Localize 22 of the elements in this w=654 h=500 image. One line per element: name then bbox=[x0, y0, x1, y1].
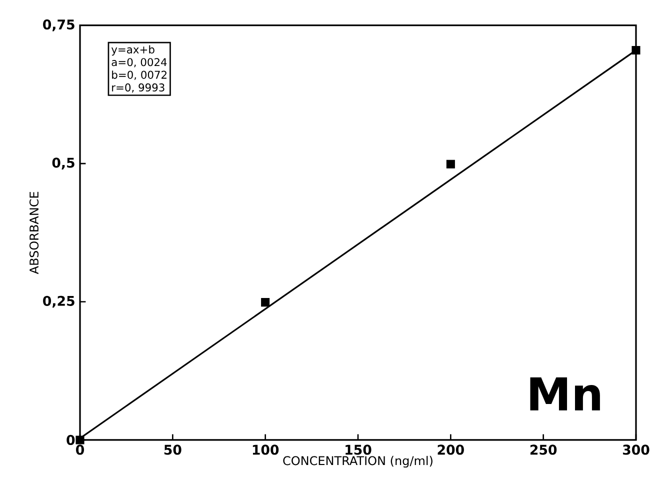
x-tick-label: 150 bbox=[346, 444, 372, 455]
point bbox=[261, 298, 270, 307]
annotation: y=ax+b bbox=[111, 45, 154, 56]
annotation: Mn bbox=[530, 377, 600, 410]
y-tick-label: 0,75 bbox=[43, 19, 74, 32]
x-tick-label: 300 bbox=[622, 444, 650, 455]
annotation: b=0, 0072 bbox=[112, 70, 166, 80]
annotation: r=0, 9993 bbox=[112, 83, 164, 93]
x-tick-label: 100 bbox=[252, 444, 279, 455]
x-tick-label: 250 bbox=[530, 444, 557, 455]
x-tick-label: 0 bbox=[76, 444, 84, 455]
x-tick-label: 50 bbox=[164, 444, 182, 455]
annotation: a=0, 0024 bbox=[112, 58, 167, 68]
y-tick-label: 0,25 bbox=[43, 296, 74, 308]
point bbox=[632, 46, 640, 54]
y-tick-label: 0,5 bbox=[52, 158, 74, 170]
y-tick-label: 0 bbox=[66, 434, 75, 446]
x-axis-title: CONCENTRATION (ng/ml) bbox=[283, 456, 432, 468]
point bbox=[446, 160, 455, 168]
y-axis-title: ABSORBANCE bbox=[30, 192, 39, 274]
x-tick-label: 200 bbox=[438, 444, 464, 455]
point bbox=[76, 436, 84, 444]
